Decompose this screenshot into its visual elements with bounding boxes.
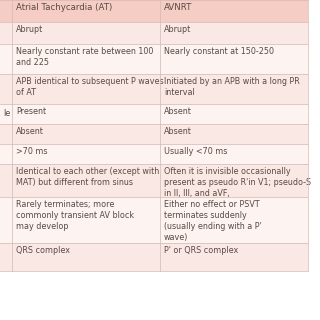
Text: Abrupt: Abrupt: [16, 25, 43, 34]
Text: AVNRT: AVNRT: [164, 3, 192, 12]
Bar: [160, 44, 308, 74]
Text: Initiated by an APB with a long PR
interval: Initiated by an APB with a long PR inter…: [164, 77, 300, 97]
Bar: [0, 243, 12, 271]
Text: Absent: Absent: [164, 127, 192, 136]
Bar: [0, 44, 12, 74]
Bar: [0, 164, 12, 197]
Bar: [0, 104, 12, 124]
Bar: [160, 243, 308, 271]
Bar: [0, 124, 12, 144]
Bar: [0, 197, 12, 243]
Text: Nearly constant rate between 100
and 225: Nearly constant rate between 100 and 225: [16, 47, 153, 67]
Text: Absent: Absent: [16, 127, 44, 136]
Text: Nearly constant at 150-250: Nearly constant at 150-250: [164, 47, 274, 56]
Bar: [160, 74, 308, 104]
Bar: [12, 243, 160, 271]
Bar: [0, 74, 12, 104]
Text: Atrial Tachycardia (AT): Atrial Tachycardia (AT): [16, 3, 112, 12]
Text: Present: Present: [16, 107, 46, 116]
Text: Absent: Absent: [164, 107, 192, 116]
Bar: [12, 144, 160, 164]
Bar: [12, 0, 160, 22]
Bar: [12, 74, 160, 104]
Bar: [160, 124, 308, 144]
Bar: [160, 144, 308, 164]
Text: >70 ms: >70 ms: [16, 147, 47, 156]
Bar: [12, 104, 160, 124]
Bar: [0, 0, 12, 22]
Bar: [12, 164, 160, 197]
Bar: [12, 44, 160, 74]
Text: Identical to each other (except with
MAT) but different from sinus: Identical to each other (except with MAT…: [16, 167, 159, 187]
Bar: [12, 124, 160, 144]
Bar: [160, 197, 308, 243]
Text: Either no effect or PSVT
terminates suddenly
(usually ending with a P'
wave): Either no effect or PSVT terminates sudd…: [164, 200, 262, 242]
Text: P' or QRS complex: P' or QRS complex: [164, 246, 238, 255]
Text: Rarely terminates; more
commonly transient AV block
may develop: Rarely terminates; more commonly transie…: [16, 200, 134, 231]
Bar: [160, 22, 308, 44]
Bar: [12, 197, 160, 243]
Text: QRS complex: QRS complex: [16, 246, 70, 255]
Text: APB identical to subsequent P waves
of AT: APB identical to subsequent P waves of A…: [16, 77, 164, 97]
Bar: [12, 22, 160, 44]
Text: Abrupt: Abrupt: [164, 25, 191, 34]
Text: le: le: [4, 109, 11, 118]
Bar: [160, 104, 308, 124]
Bar: [0, 22, 12, 44]
Text: Often it is invisible occasionally
present as pseudo R'in V1; pseudo-S
in II, II: Often it is invisible occasionally prese…: [164, 167, 311, 198]
Bar: [160, 0, 308, 22]
Text: Usually <70 ms: Usually <70 ms: [164, 147, 228, 156]
Bar: [160, 164, 308, 197]
Bar: [0, 144, 12, 164]
